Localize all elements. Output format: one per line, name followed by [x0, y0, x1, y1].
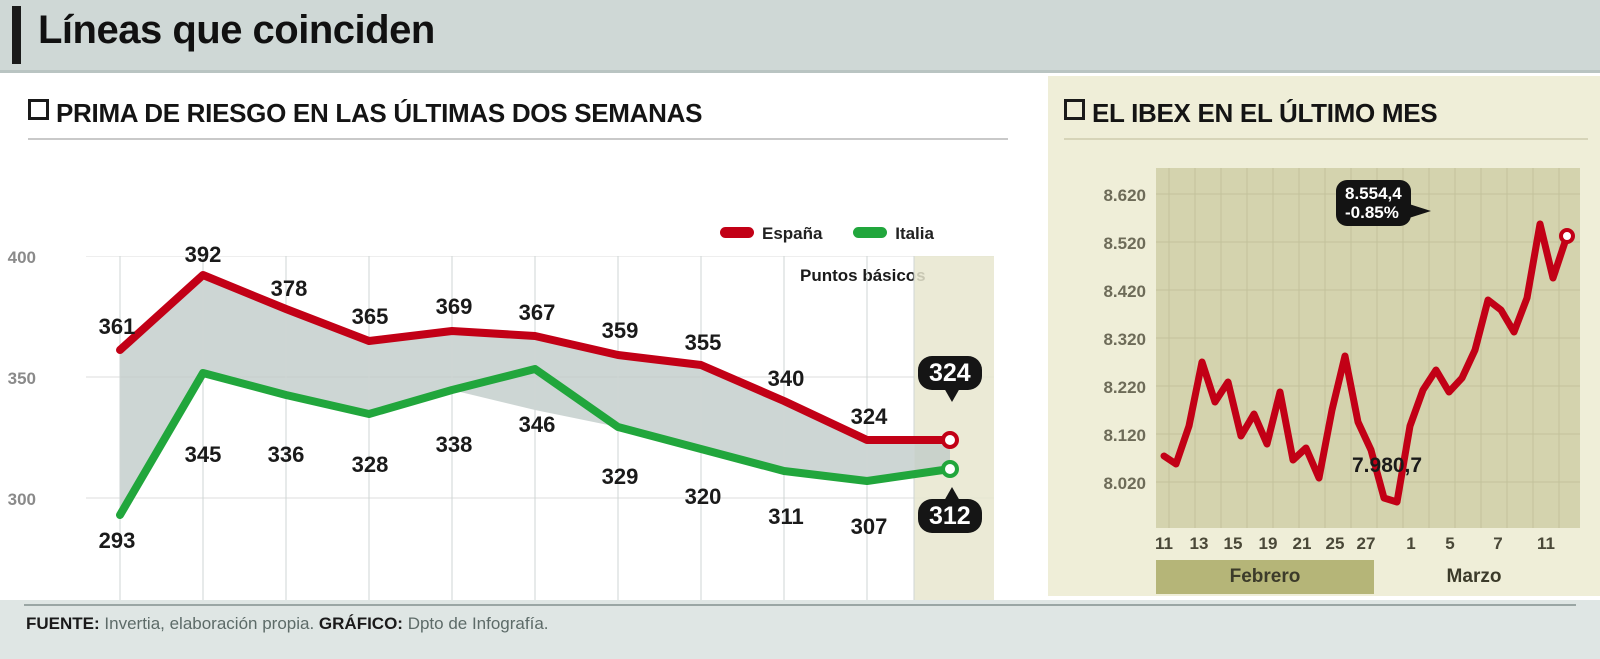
footer-source: FUENTE: Invertia, elaboración propia. GR… [26, 614, 549, 634]
ibex-callout-value: 8.554,4 [1345, 184, 1402, 203]
ibex-y-tick-8120: 8.120 [1103, 426, 1146, 445]
bullet-square-icon-right [1064, 99, 1085, 120]
data-label-italia-1: 345 [184, 442, 222, 467]
left-plot-svg [86, 256, 994, 621]
legend-label-espana: España [762, 224, 823, 243]
legend-swatch-icon-espana [720, 227, 754, 238]
left-chart-heading: PRIMA DE RIESGO EN LAS ÚLTIMAS DOS SEMAN… [28, 98, 702, 129]
data-label-espana-7: 355 [684, 330, 722, 355]
bullet-square-icon [28, 99, 49, 120]
ibex-x-tick-10: 11 [1537, 534, 1555, 553]
ibex-y-tick-8220: 8.220 [1103, 378, 1146, 397]
ibex-plot-area [1156, 168, 1580, 528]
data-label-espana-3: 365 [351, 304, 389, 329]
page-title: Líneas que coinciden [38, 8, 435, 52]
data-label-espana-2: 378 [270, 276, 308, 301]
callout-italia-final: 312 [918, 487, 982, 534]
footer-graphic-text: Dpto de Infografía. [402, 614, 549, 633]
y-tick-350: 350 [7, 369, 36, 388]
y-tick-400: 400 [7, 248, 36, 267]
left-chart-legend: España Italia [720, 224, 960, 244]
ibex-x-tick-3: 19 [1258, 534, 1278, 553]
footer-source-text: Invertia, elaboración propia. [99, 614, 319, 633]
month-label-febrero: Febrero [1229, 566, 1301, 587]
right-chart-panel: EL IBEX EN EL ÚLTIMO MES 8.620 8.520 8.4… [1048, 76, 1600, 596]
ibex-chart: 8.620 8.520 8.420 8.320 8.220 8.120 8.02… [1064, 152, 1592, 607]
ibex-x-tick-2: 15 [1223, 534, 1243, 553]
ibex-y-tick-8020: 8.020 [1103, 474, 1146, 493]
ibex-y-tick-8420: 8.420 [1103, 282, 1146, 301]
callout-tail-icon-espana [944, 388, 960, 403]
ibex-y-tick-8620: 8.620 [1103, 186, 1146, 205]
data-label-italia-5: 346 [518, 412, 556, 437]
right-heading-divider [1064, 138, 1588, 140]
data-label-espana-5: 367 [518, 300, 556, 325]
data-label-espana-0: 361 [98, 314, 136, 339]
ibex-x-tick-4: 21 [1292, 534, 1312, 553]
footer-bar: FUENTE: Invertia, elaboración propia. GR… [0, 600, 1600, 659]
data-label-italia-4: 338 [435, 432, 473, 457]
ibex-callout-change: -0.85% [1345, 203, 1399, 223]
month-label-marzo: Marzo [1446, 566, 1502, 587]
ibex-x-tick-6: 27 [1356, 534, 1376, 553]
ibex-y-tick-8320: 8.320 [1103, 330, 1146, 349]
data-label-italia-2: 336 [267, 442, 305, 467]
left-units-label: Puntos básicos [800, 266, 926, 285]
legend-item-italia: Italia [853, 224, 934, 244]
data-label-italia-9: 307 [850, 514, 888, 539]
right-chart-heading: EL IBEX EN EL ÚLTIMO MES [1064, 98, 1438, 129]
callout-tail-icon-italia [944, 487, 960, 501]
data-label-italia-6: 329 [601, 464, 639, 489]
ibex-x-tick-7: 1 [1406, 534, 1416, 553]
data-label-espana-9: 324 [850, 404, 888, 429]
risk-premium-chart: 400 350 300 250 [8, 242, 1008, 645]
ibex-x-tick-0: 11 [1155, 534, 1173, 553]
left-plot-area: 361 392 378 365 369 367 359 355 340 324 … [86, 242, 994, 621]
ibex-x-tick-5: 25 [1325, 534, 1345, 553]
legend-item-espana: España [720, 224, 822, 244]
title-divider [0, 70, 1600, 73]
footer-source-label: FUENTE: [26, 614, 100, 633]
month-band-febrero [1156, 560, 1374, 594]
y-tick-300: 300 [7, 490, 36, 509]
ibex-x-tick-9: 7 [1493, 534, 1503, 553]
data-label-espana-6: 359 [601, 318, 639, 343]
ibex-x-tick-8: 5 [1445, 534, 1455, 553]
left-heading-divider [28, 138, 1008, 140]
footer-divider [24, 604, 1576, 606]
data-label-espana-1: 392 [184, 242, 222, 267]
left-chart-panel: PRIMA DE RIESGO EN LAS ÚLTIMAS DOS SEMAN… [0, 76, 1040, 645]
ibex-callout-tail-icon [1408, 204, 1431, 218]
ibex-y-tick-8520: 8.520 [1103, 234, 1146, 253]
data-label-espana-8: 340 [767, 366, 805, 391]
ibex-callout: 8.554,4 -0.85% [1336, 180, 1431, 227]
footer-graphic-label: GRÁFICO: [318, 614, 403, 633]
data-label-italia-3: 328 [351, 452, 389, 477]
ibex-low-label: 7.980,7 [1352, 454, 1423, 477]
legend-label-italia: Italia [895, 224, 934, 243]
ibex-plot-svg [1156, 168, 1580, 528]
legend-swatch-icon-italia [853, 227, 888, 238]
title-accent-bar [12, 6, 21, 64]
ibex-x-tick-1: 13 [1189, 534, 1209, 553]
data-label-italia-7: 320 [684, 484, 722, 509]
data-label-espana-4: 369 [435, 294, 473, 319]
title-bar: Líneas que coinciden [0, 0, 1600, 73]
data-label-italia-0: 293 [98, 528, 136, 553]
callout-espana-final: 324 [918, 356, 982, 403]
data-label-italia-8: 311 [768, 504, 804, 529]
